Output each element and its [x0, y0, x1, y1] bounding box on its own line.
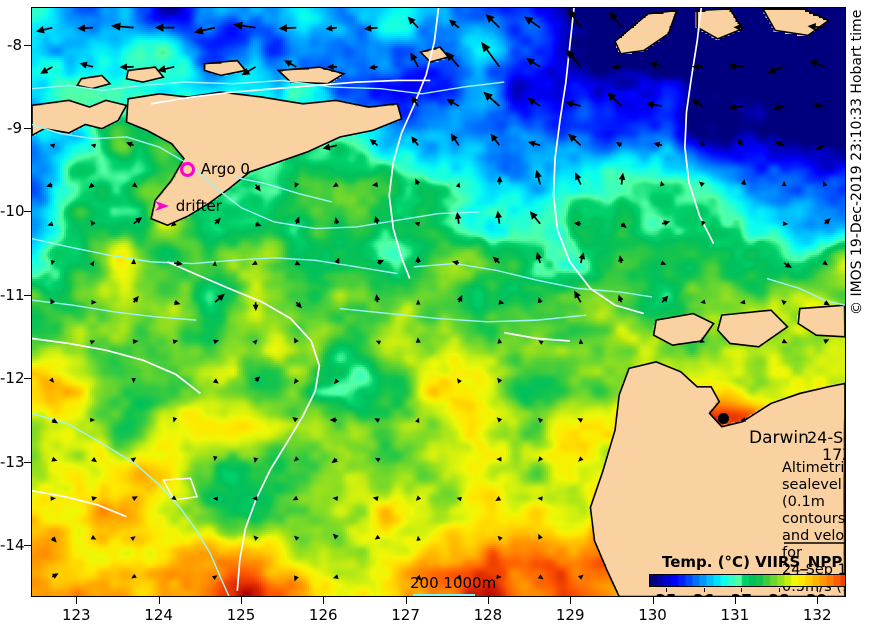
x-axis-tick-label: 128: [473, 606, 503, 624]
info-text-line: and velocity for: [782, 528, 845, 561]
colorbar-title: Temp. (°C) VIIRS_NPP 70% ql>=4: [662, 553, 845, 571]
colorbar-tick-label: 29: [806, 591, 827, 596]
info-text-line: Altimetric sealevel: [782, 460, 846, 493]
x-axis-tick-label: 130: [638, 606, 667, 624]
copyright-label: © IMOS 19-Dec-2019 23:10:33 Hobart time: [849, 9, 865, 315]
x-axis-tick: [240, 597, 242, 604]
x-axis-tick: [323, 597, 325, 604]
colorbar-tick: [741, 588, 743, 592]
date-hour-label: 17Z: [822, 445, 845, 464]
colorbar-tick-label: 25: [656, 591, 677, 596]
y-axis-tick-label: -10: [0, 202, 25, 221]
y-axis-tick: [24, 44, 31, 46]
y-axis-tick: [24, 128, 31, 129]
colorbar-tick: [816, 588, 818, 592]
x-axis-tick: [158, 597, 160, 604]
y-axis-tick-label: -9: [7, 119, 22, 137]
y-axis-tick-label: -13: [0, 452, 25, 471]
colorbar-tick: [703, 588, 705, 592]
colorbar-tick: [779, 588, 781, 592]
y-axis-tick: [24, 378, 31, 380]
x-axis-tick: [734, 597, 736, 604]
sst-raster-layer: [32, 8, 845, 596]
x-axis-tick: [570, 597, 572, 604]
y-axis-tick-label: -14: [0, 536, 25, 555]
argo-marker-icon[interactable]: [179, 162, 195, 178]
x-axis-tick-label: 126: [308, 606, 338, 624]
x-axis-tick: [652, 597, 654, 604]
x-axis-tick: [76, 597, 78, 604]
y-axis-tick: [24, 545, 31, 547]
x-axis-tick-label: 125: [226, 606, 256, 624]
x-axis-tick-label: 127: [391, 606, 420, 624]
x-axis-tick-label: 123: [61, 606, 91, 624]
x-axis-tick: [405, 597, 407, 604]
colorbar[interactable]: [649, 574, 845, 587]
colorbar-tick: [665, 588, 667, 592]
argo-label: Argo 0: [200, 160, 250, 179]
x-axis-tick: [487, 597, 489, 604]
info-text-line: (0.1m contours): [782, 494, 846, 527]
depth-legend-label: 200 1000m: [410, 574, 497, 592]
y-axis-tick-label: -11: [0, 285, 25, 304]
x-axis-tick-label: 124: [144, 606, 173, 624]
drifter-label: drifter: [175, 196, 222, 215]
date-main-label: 24-Sep-2019: [807, 428, 845, 447]
darwin-city-marker[interactable]: [717, 412, 729, 424]
x-axis-tick-label: 132: [802, 606, 832, 624]
y-axis-tick-label: -12: [0, 369, 25, 388]
colorbar-tick-label: 28: [769, 591, 790, 596]
depth-legend-line: [413, 594, 475, 596]
colorbar-tick-label: 27: [731, 591, 752, 596]
drifter-marker-icon[interactable]: [153, 198, 175, 214]
x-axis-tick: [817, 597, 819, 604]
y-axis-tick: [24, 294, 31, 296]
y-axis-tick: [24, 461, 31, 463]
map-plot-area[interactable]: Argo 0 drifter Darwin 24-Sep-2019 17Z Al…: [31, 7, 846, 597]
colorbar-tick-label: 26: [693, 591, 714, 596]
velocity-scale-arrow: [784, 542, 845, 544]
y-axis-tick-label: -8: [7, 35, 22, 54]
x-axis-tick-label: 129: [555, 606, 585, 624]
y-axis-tick: [24, 211, 31, 213]
darwin-label: Darwin: [749, 428, 809, 448]
x-axis-tick-label: 131: [720, 606, 750, 624]
colorbar-tick-label: 30: [844, 591, 845, 596]
